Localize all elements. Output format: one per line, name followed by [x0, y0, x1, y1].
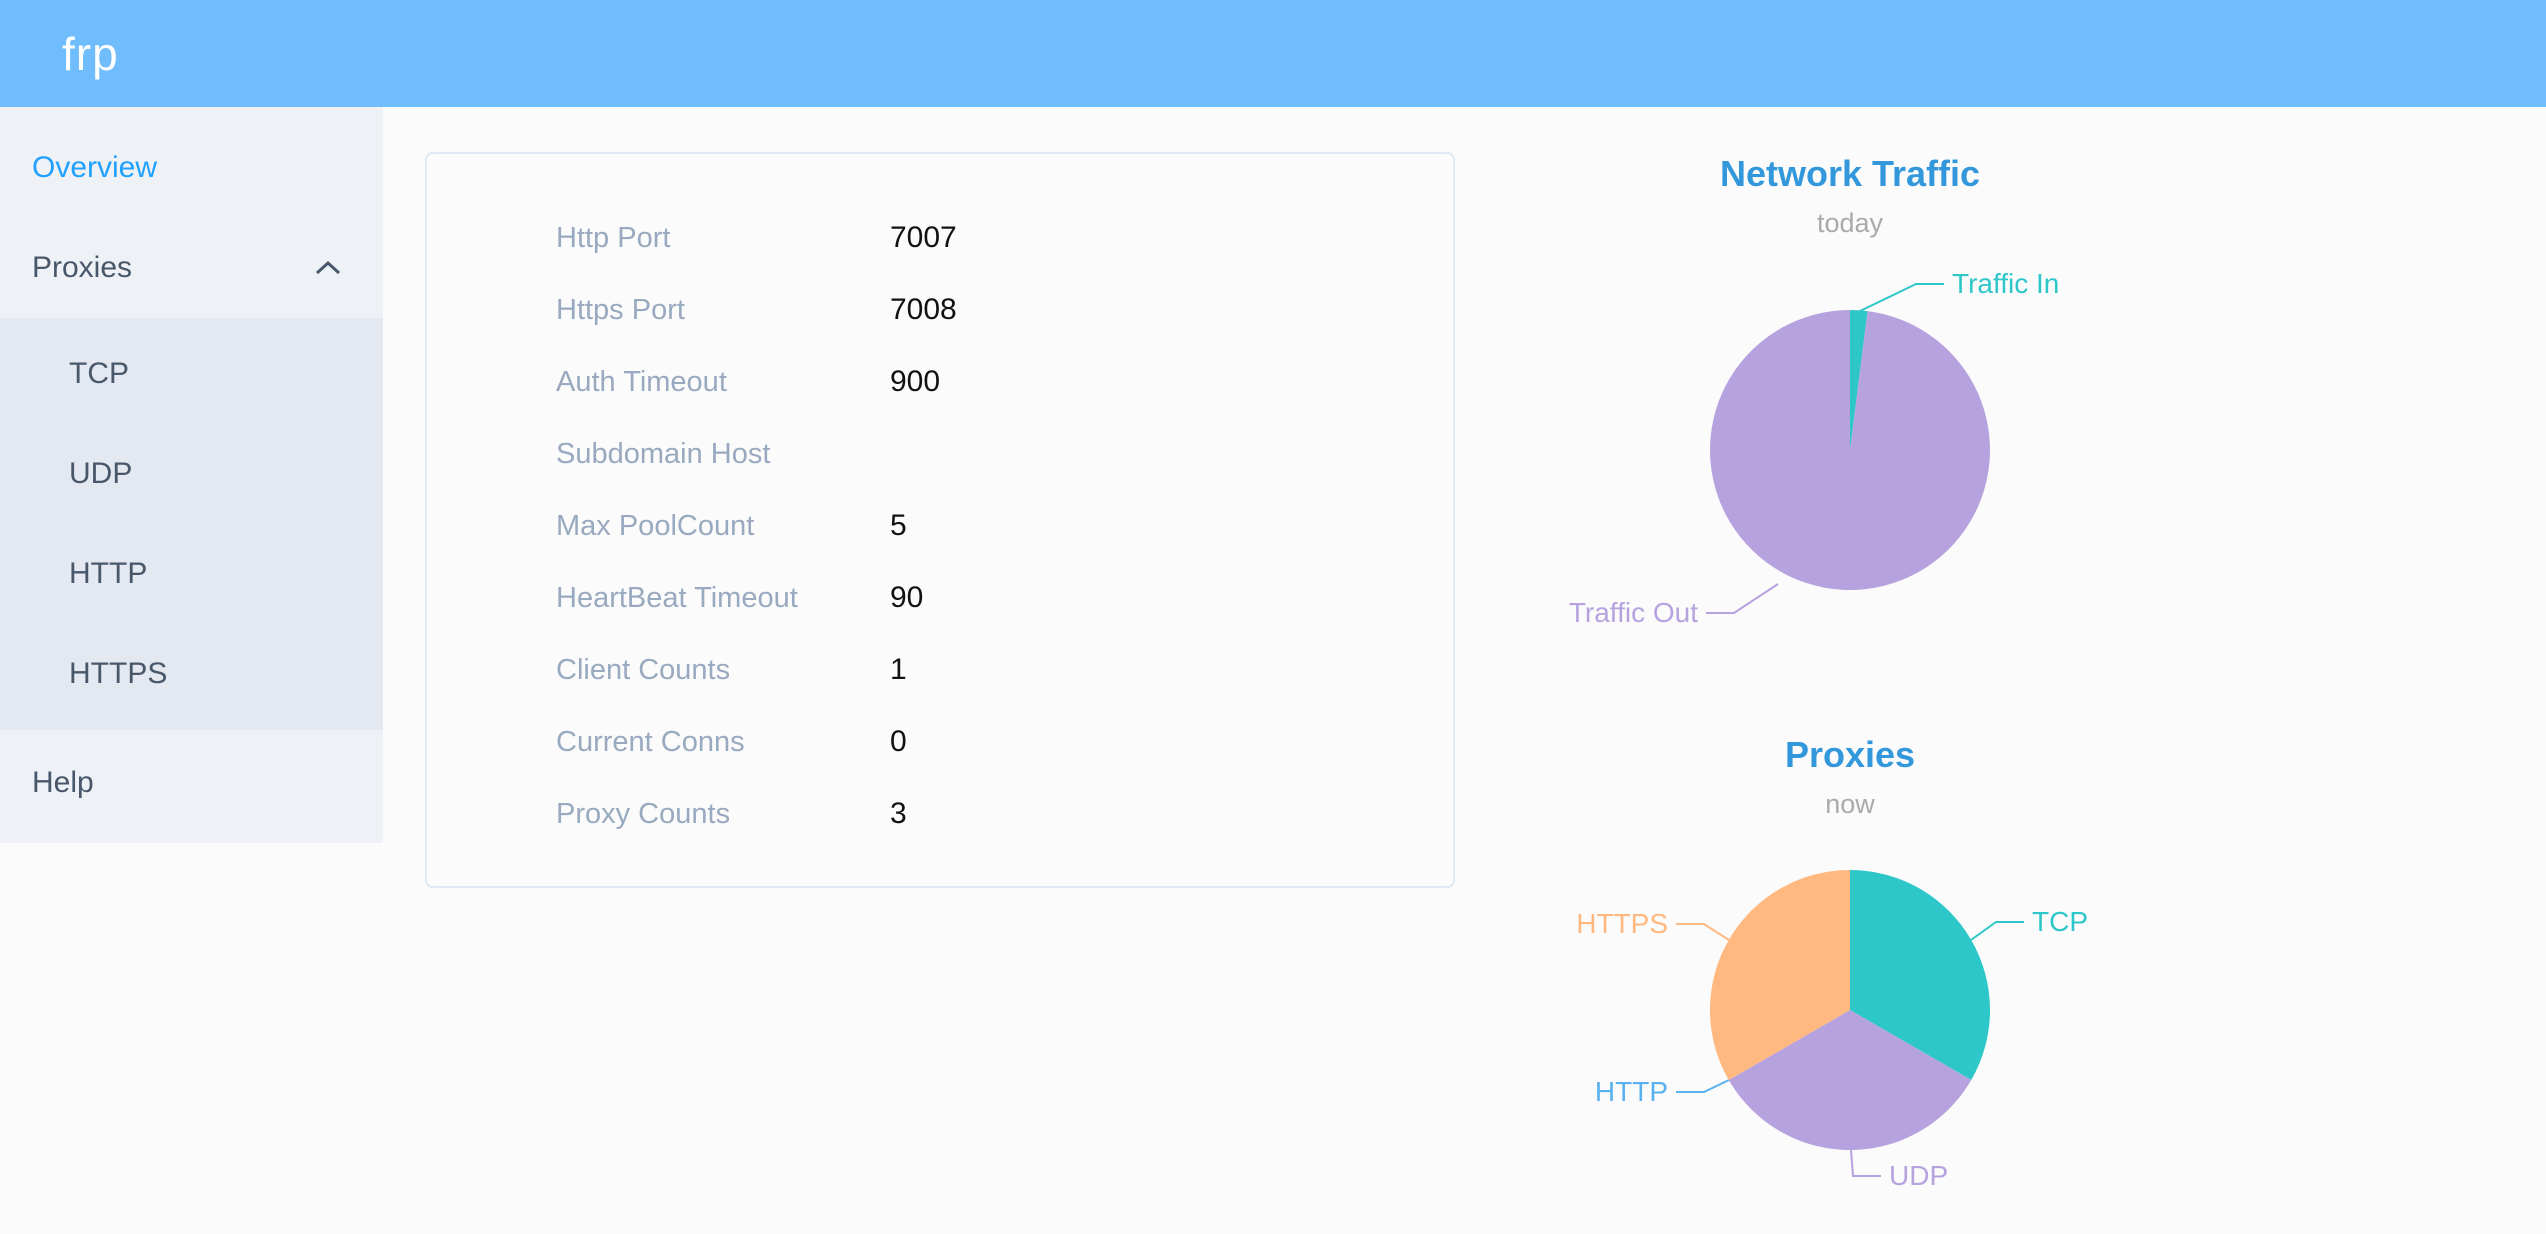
- info-value: 0: [890, 725, 907, 758]
- pie-slice-traffic-out[interactable]: [1710, 310, 1990, 590]
- proxies-title: Proxies: [1784, 734, 1916, 775]
- info-value: 7008: [890, 293, 957, 326]
- info-row-client-counts: Client Counts 1: [556, 634, 1453, 706]
- sidebar-item-label: HTTPS: [69, 657, 168, 690]
- app-header: frp: [0, 0, 2546, 107]
- info-label: Http Port: [556, 221, 671, 254]
- info-row-auth-timeout: Auth Timeout 900: [556, 346, 1453, 418]
- info-row-https-port: Https Port 7008: [556, 274, 1453, 346]
- sidebar-item-label: TCP: [69, 357, 129, 390]
- label-line-tcp: [1970, 921, 2024, 941]
- proxies-subtitle: now: [1825, 789, 1875, 819]
- pie-slice-udp[interactable]: [1728, 1010, 1972, 1150]
- slice-label-udp: UDP: [1889, 1160, 1948, 1191]
- info-value: 5: [890, 509, 907, 542]
- label-line-https: [1676, 923, 1730, 941]
- info-value: 90: [890, 581, 924, 614]
- info-value: 3: [890, 797, 907, 830]
- sidebar-item-label: UDP: [69, 457, 133, 490]
- sidebar-item-tcp[interactable]: TCP: [0, 324, 383, 424]
- info-value: 900: [890, 365, 941, 398]
- slice-label-traffic-in: Traffic In: [1952, 268, 2059, 299]
- info-label: Proxy Counts: [556, 797, 731, 830]
- sidebar-item-overview[interactable]: Overview: [0, 118, 383, 218]
- slice-label-traffic-out: Traffic Out: [1569, 597, 1698, 628]
- info-label: Max PoolCount: [556, 509, 755, 542]
- proxies-chart[interactable]: TCP UDP HTTP HTTPS: [1475, 690, 2225, 1234]
- pie-slice-traffic-in[interactable]: [1850, 310, 1868, 450]
- info-label: Auth Timeout: [556, 365, 727, 398]
- network-traffic-title: Network Traffic: [1719, 153, 1981, 194]
- info-label: Subdomain Host: [556, 437, 771, 470]
- sidebar-item-udp[interactable]: UDP: [0, 424, 383, 524]
- server-info-card: Http Port 7007 Https Port 7008 Auth Time…: [425, 152, 1455, 888]
- chevron-up-icon: [315, 260, 341, 275]
- main-content: Http Port 7007 Https Port 7008 Auth Time…: [383, 107, 2546, 1234]
- info-row-http-port: Http Port 7007: [556, 202, 1453, 274]
- sidebar-item-label: Help: [32, 765, 94, 799]
- sidebar-menu: Overview Proxies TCP UDP HTTP: [0, 107, 383, 843]
- info-row-current-conns: Current Conns 0: [556, 706, 1453, 778]
- pie-slice-https[interactable]: [1710, 870, 1850, 1080]
- info-label: Https Port: [556, 293, 685, 326]
- pie-slice-tcp[interactable]: [1850, 870, 1990, 1080]
- info-row-heartbeat-timeout: HeartBeat Timeout 90: [556, 562, 1453, 634]
- info-row-proxy-counts: Proxy Counts 3: [556, 778, 1453, 850]
- info-row-max-poolcount: Max PoolCount 5: [556, 490, 1453, 562]
- info-label: Current Conns: [556, 725, 745, 758]
- network-traffic-chart[interactable]: Traffic In Traffic Out: [1475, 120, 2225, 680]
- label-line-traffic-in: [1857, 283, 1944, 313]
- network-traffic-subtitle: today: [1816, 208, 1884, 238]
- sidebar-item-help[interactable]: Help: [0, 730, 383, 835]
- info-label: HeartBeat Timeout: [556, 581, 798, 614]
- info-row-subdomain-host: Subdomain Host: [556, 418, 1453, 490]
- frp-logo: frp: [62, 27, 119, 80]
- sidebar-item-http[interactable]: HTTP: [0, 524, 383, 624]
- sidebar-item-label: HTTP: [69, 557, 148, 590]
- info-label: Client Counts: [556, 653, 731, 686]
- info-value: 7007: [890, 221, 957, 254]
- sidebar: Overview Proxies TCP UDP HTTP: [0, 107, 383, 843]
- label-line-http: [1676, 1079, 1730, 1093]
- sidebar-item-proxies[interactable]: Proxies: [0, 218, 383, 318]
- sidebar-item-label: Overview: [32, 151, 158, 184]
- info-value: 1: [890, 653, 907, 686]
- slice-label-tcp: TCP: [2032, 906, 2088, 937]
- sidebar-item-https[interactable]: HTTPS: [0, 624, 383, 724]
- label-line-udp: [1850, 1149, 1881, 1177]
- slice-label-http: HTTP: [1595, 1076, 1668, 1107]
- label-line-traffic-out: [1706, 583, 1779, 614]
- sidebar-item-label: Proxies: [32, 251, 133, 284]
- sidebar-submenu: TCP UDP HTTP HTTPS: [0, 318, 383, 730]
- slice-label-https: HTTPS: [1576, 908, 1668, 939]
